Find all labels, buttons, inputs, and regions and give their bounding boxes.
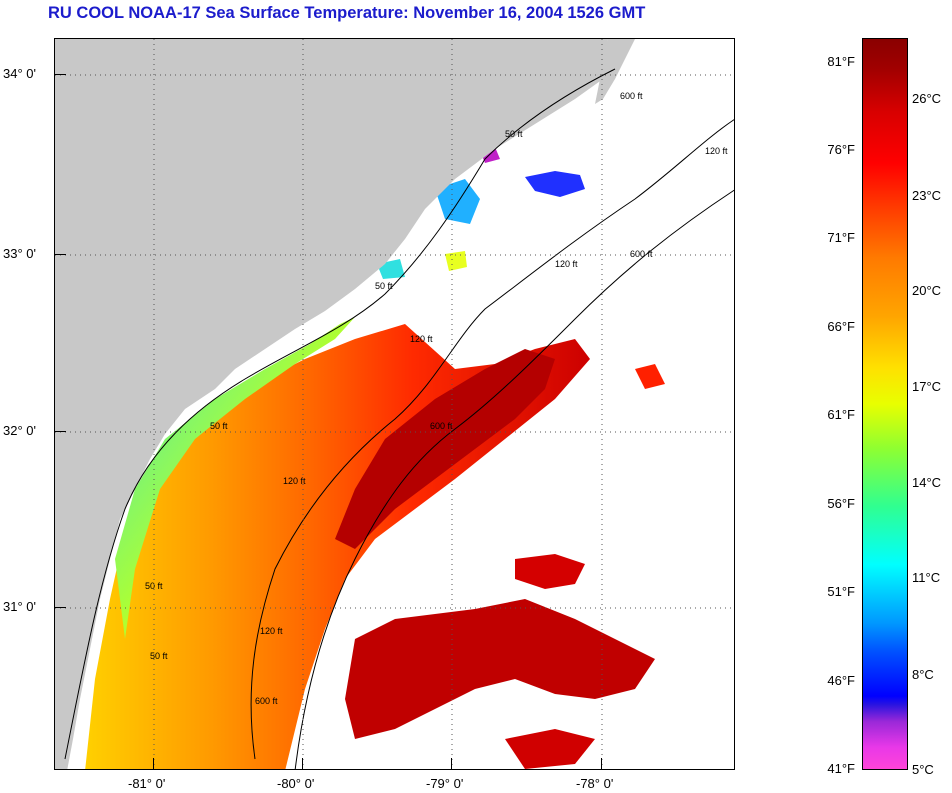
isobath-label: 600 ft xyxy=(255,696,278,706)
latitude-label-34: 34° 0' xyxy=(3,66,36,81)
isobath-label: 120 ft xyxy=(555,259,578,269)
latitude-label-32: 32° 0' xyxy=(3,423,36,438)
isobath-50ft xyxy=(64,68,616,760)
latitude-label-31: 31° 0' xyxy=(3,599,36,614)
colorbar-celsius-label: 11°C xyxy=(912,570,941,585)
isobath-label: 50 ft xyxy=(150,651,168,661)
colorbar-fahrenheit-label: 81°F xyxy=(827,54,855,69)
colorbar-fahrenheit-label: 71°F xyxy=(827,230,855,245)
graticule xyxy=(55,39,734,769)
land xyxy=(55,39,608,769)
sst-nearshore-band xyxy=(115,317,355,639)
isobath-label: 600 ft xyxy=(620,91,643,101)
longitude-label-80: -80° 0' xyxy=(277,776,315,791)
isobath-label: 120 ft xyxy=(260,626,283,636)
colorbar-fahrenheit-label: 46°F xyxy=(827,673,855,688)
isobaths xyxy=(64,68,734,769)
isobath-label: 50 ft xyxy=(210,421,228,431)
isobath-label: 120 ft xyxy=(410,334,433,344)
colorbar-fahrenheit-label: 61°F xyxy=(827,407,855,422)
isobath-label: 120 ft xyxy=(283,476,306,486)
colorbar-fahrenheit-label: 51°F xyxy=(827,584,855,599)
isobath-label: 50 ft xyxy=(375,281,393,291)
isobath-label: 50 ft xyxy=(145,581,163,591)
longitude-label-79: -79° 0' xyxy=(426,776,464,791)
sst-cold-patch-5 xyxy=(445,251,467,271)
colorbar-celsius-label: 14°C xyxy=(912,475,942,490)
temperature-colorbar xyxy=(862,38,908,770)
longitude-label-81: -81° 0' xyxy=(128,776,166,791)
isobath-label: 50 ft xyxy=(505,129,523,139)
colorbar-fahrenheit-label: 56°F xyxy=(827,496,855,511)
sst-offshore-patch-2 xyxy=(515,554,585,589)
sst-cold-patch-1 xyxy=(525,171,585,197)
page-title: RU COOL NOAA-17 Sea Surface Temperature:… xyxy=(48,4,646,22)
sst-cold-patch-2 xyxy=(435,179,480,224)
sst-map-canvas: 50 ft 120 ft 600 ft 50 ft 120 ft 600 ft … xyxy=(55,39,734,769)
colorbar-fahrenheit-label: 66°F xyxy=(827,319,855,334)
sst-map: 50 ft 120 ft 600 ft 50 ft 120 ft 600 ft … xyxy=(54,38,735,770)
colorbar-celsius-label: 20°C xyxy=(912,283,942,298)
isobath-120ft xyxy=(250,119,734,760)
longitude-label-78: -78° 0' xyxy=(576,776,614,791)
colorbar-celsius-label: 17°C xyxy=(912,379,942,394)
land-northeast xyxy=(595,39,635,104)
colorbar-celsius-label: 8°C xyxy=(912,667,934,682)
isobath-label: 600 ft xyxy=(630,249,653,259)
isobath-label: 120 ft xyxy=(705,146,728,156)
colorbar-fahrenheit-label: 76°F xyxy=(827,142,855,157)
isobath-600ft xyxy=(294,189,734,769)
sst-offshore-patch xyxy=(345,599,655,739)
colorbar-celsius-label: 26°C xyxy=(912,91,942,106)
sst-offshore-patch-4 xyxy=(635,364,665,389)
colorbar-fahrenheit-label: 41°F xyxy=(827,761,855,776)
isobath-label: 600 ft xyxy=(430,421,453,431)
latitude-label-33: 33° 0' xyxy=(3,246,36,261)
sst-offshore-patch-3 xyxy=(505,729,595,769)
colorbar-celsius-label: 5°C xyxy=(912,762,934,777)
colorbar-celsius-label: 23°C xyxy=(912,188,942,203)
